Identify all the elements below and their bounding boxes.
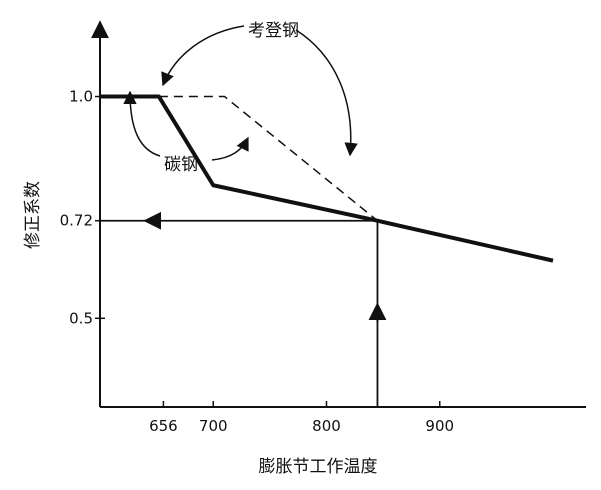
axes — [91, 20, 586, 408]
y-tick-label-0: 1.0 — [69, 88, 93, 106]
x-tick-label-1: 700 — [199, 417, 228, 435]
y-tick-label-1: 0.72 — [60, 212, 93, 230]
series-line-1 — [158, 95, 378, 222]
x-axis-ticks: 656 700 800 900 — [149, 401, 454, 435]
x-tick-label-2: 800 — [312, 417, 341, 435]
y-axis-ticks: 1.0 0.72 0.5 — [60, 88, 105, 327]
y-axis-title: 修正系数 — [23, 181, 43, 249]
annotation-label-1: 碳钢 — [164, 155, 198, 175]
x-tick-label-3: 900 — [425, 417, 454, 435]
series-group — [100, 94, 554, 263]
y-tick-label-2: 0.5 — [69, 309, 93, 327]
annotation-label-0: 考登钢 — [248, 21, 299, 41]
reference-lines — [100, 211, 387, 407]
annotation-arrow-0b — [295, 29, 358, 157]
annotation-arrow-1a — [123, 90, 161, 157]
x-tick-label-0: 656 — [149, 417, 178, 435]
annotation-arrow-1b — [211, 136, 249, 161]
series-line-0 — [100, 94, 554, 263]
annotation-arrow-0a — [161, 25, 245, 87]
x-axis-title: 膨胀节工作温度 — [259, 457, 378, 477]
